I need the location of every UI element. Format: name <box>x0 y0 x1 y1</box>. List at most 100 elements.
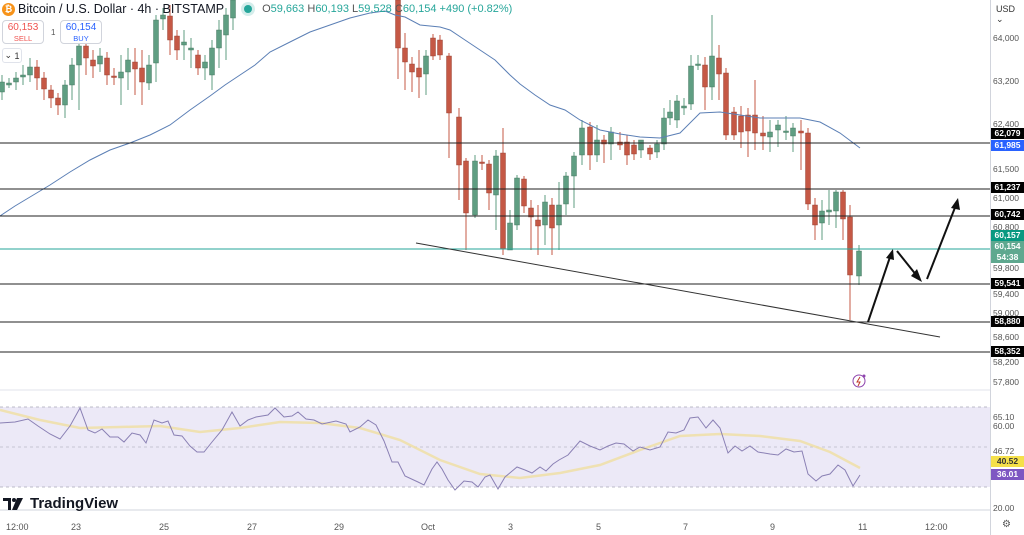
time-tick: 3 <box>508 522 514 532</box>
candle <box>188 47 194 51</box>
lightning-alert-icon[interactable] <box>852 374 866 388</box>
candle <box>118 71 124 79</box>
rsi-tick: 20.00 <box>993 503 1015 513</box>
candle <box>146 64 152 84</box>
candle <box>153 19 159 64</box>
candle <box>76 45 82 66</box>
time-tick: 7 <box>683 522 689 532</box>
candle <box>230 0 236 19</box>
price-tick: 59,800 <box>993 263 1019 273</box>
candle <box>624 141 630 156</box>
candle <box>20 74 26 78</box>
candle <box>847 216 853 276</box>
candle <box>667 111 673 119</box>
candle <box>48 89 54 99</box>
price-tick: 58,600 <box>993 332 1019 342</box>
candle <box>819 210 825 224</box>
candle <box>0 81 5 93</box>
time-tick: 27 <box>247 522 258 532</box>
rsi-value-tag: 36.01 <box>991 469 1024 480</box>
candle <box>688 65 694 105</box>
candle <box>83 45 89 59</box>
price-tick: 58,200 <box>993 357 1019 367</box>
candle <box>775 124 781 131</box>
buy-button[interactable]: 60,154 BUY <box>60 20 102 44</box>
candle <box>409 63 415 73</box>
currency-selector[interactable]: USD ⌄ <box>996 4 1016 24</box>
candle <box>223 14 229 36</box>
candle <box>55 97 61 106</box>
candle <box>446 55 452 114</box>
candle <box>62 84 68 106</box>
candle <box>731 111 737 136</box>
candle <box>209 47 215 76</box>
tradingview-logo: TradingView <box>3 495 118 512</box>
candle <box>654 143 660 153</box>
symbol-title[interactable]: Bitcoin / U.S. Dollar · 4h · BITSTAMP <box>18 2 225 16</box>
price-tick: 62,400 <box>993 119 1019 129</box>
candle <box>430 37 436 57</box>
candle <box>416 67 422 78</box>
candle <box>805 132 811 205</box>
candle <box>709 55 715 88</box>
candle <box>472 160 478 216</box>
price-tag: 59,541 <box>991 278 1024 289</box>
candle <box>181 41 187 46</box>
candle <box>402 47 408 63</box>
candle <box>752 114 758 134</box>
candle <box>798 130 804 134</box>
sell-button[interactable]: 60,153 SELL <box>2 20 44 44</box>
candle <box>437 39 443 56</box>
time-tick: Oct <box>421 522 436 532</box>
price-tag: 54:38 <box>991 252 1024 263</box>
candle <box>139 67 145 83</box>
spread-value: 1 <box>51 28 56 37</box>
candle <box>13 77 19 83</box>
candle <box>486 163 492 194</box>
candle <box>767 131 773 138</box>
candle <box>202 61 208 69</box>
settings-gear-icon[interactable]: ⚙ <box>1002 519 1011 530</box>
candle <box>631 144 637 155</box>
candle <box>456 116 462 166</box>
indicators-toggle-button[interactable]: ⌄ 1 <box>2 48 22 63</box>
candle <box>111 75 117 78</box>
rsi-line <box>0 406 861 491</box>
candle <box>6 82 12 86</box>
candle <box>647 147 653 155</box>
rsi-tick: 65.10 <box>993 412 1015 422</box>
price-tick: 61,000 <box>993 193 1019 203</box>
candle <box>195 54 201 69</box>
price-tick: 59,400 <box>993 289 1019 299</box>
price-axis[interactable] <box>990 0 1024 535</box>
price-tag: 61,985 <box>991 140 1024 151</box>
live-dot-icon <box>244 5 253 13</box>
candle <box>500 152 506 250</box>
candle <box>695 63 701 66</box>
rsi-tick: 60.00 <box>993 421 1015 431</box>
candle <box>167 15 173 41</box>
price-tick: 60,800 <box>993 222 1019 232</box>
candle <box>216 29 222 49</box>
trendline[interactable] <box>415 242 941 338</box>
candle <box>840 191 846 220</box>
time-tick: 12:00 <box>925 522 948 532</box>
candle <box>833 191 839 212</box>
candle <box>760 132 766 137</box>
candle <box>594 139 600 156</box>
candle <box>681 105 687 109</box>
time-tick: 29 <box>334 522 345 532</box>
candle <box>535 219 541 227</box>
candle <box>556 204 562 226</box>
candle <box>826 209 832 213</box>
candle <box>479 161 485 164</box>
ohlc-values: O59,663 H60,193 L59,528 C60,154 +490 (+0… <box>262 3 513 15</box>
candle <box>174 35 180 51</box>
candle <box>674 100 680 121</box>
chevron-down-icon: ⌄ <box>4 50 12 60</box>
projection-arrows[interactable] <box>867 198 960 323</box>
support-resistance-levels[interactable] <box>0 142 990 353</box>
candle <box>579 127 585 156</box>
